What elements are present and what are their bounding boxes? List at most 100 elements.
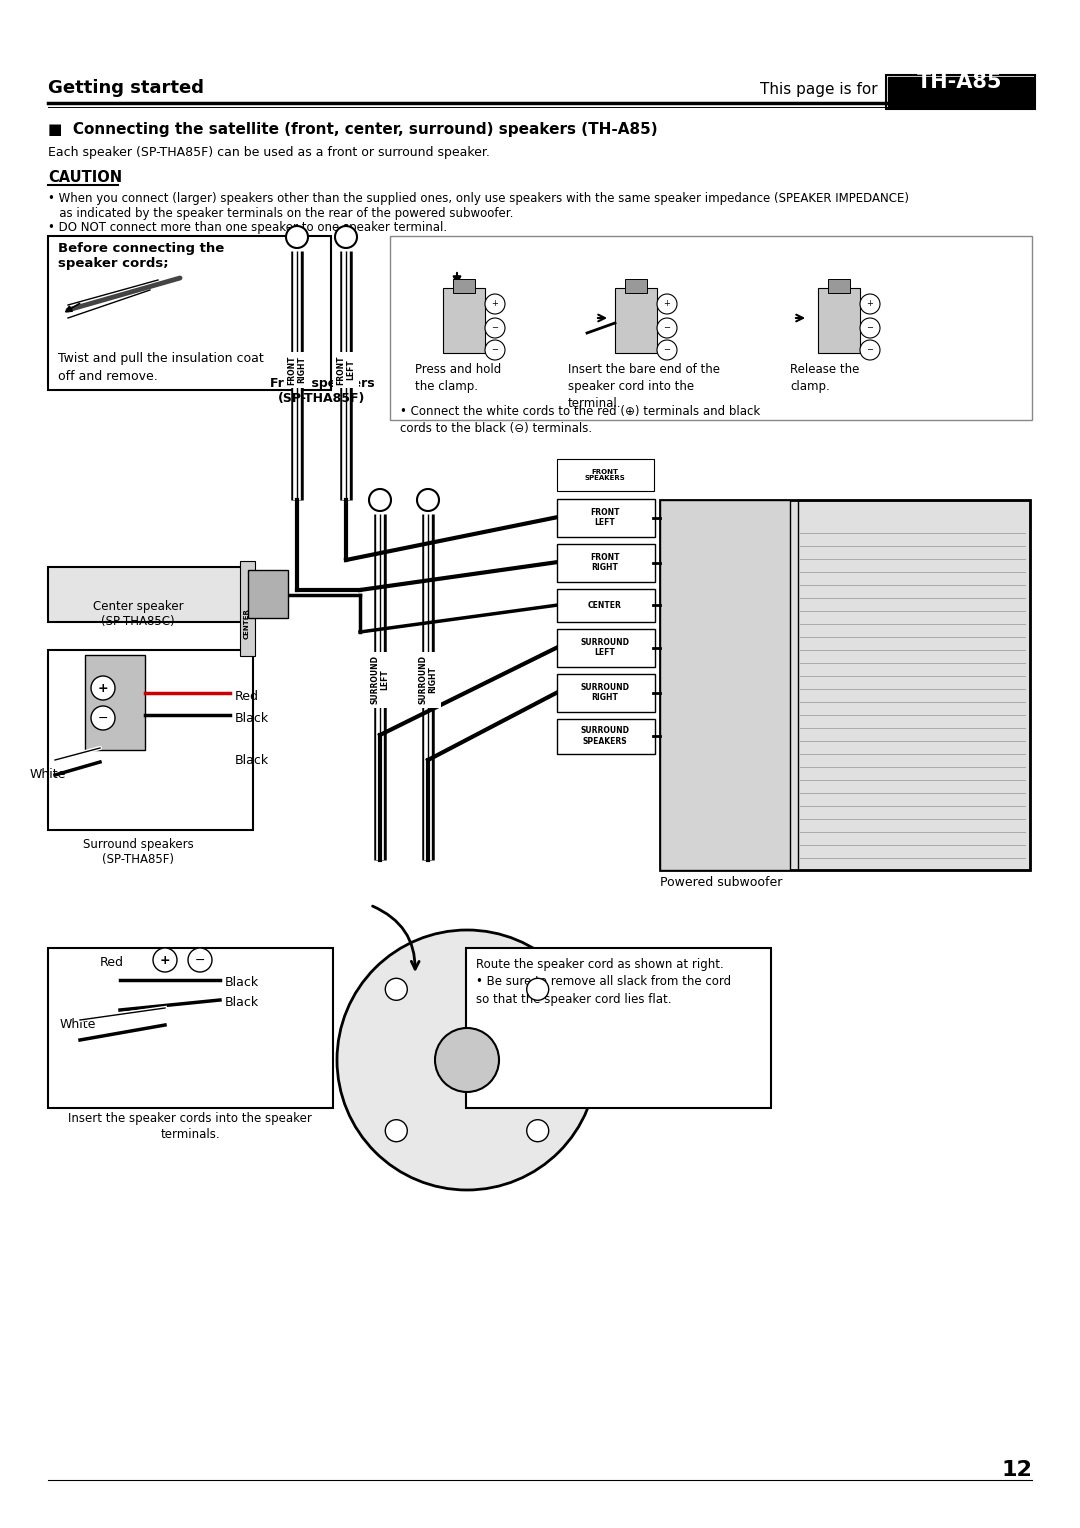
Text: −: −: [491, 324, 499, 333]
Text: Route the speaker cord as shown at right.: Route the speaker cord as shown at right…: [476, 958, 724, 970]
Circle shape: [485, 293, 505, 313]
Bar: [48, 567, 253, 622]
Text: Black: Black: [235, 712, 269, 726]
Circle shape: [91, 675, 114, 700]
Circle shape: [860, 293, 880, 313]
Text: Center speaker
(SP-THA85C): Center speaker (SP-THA85C): [93, 601, 184, 628]
Bar: [625, 280, 647, 293]
FancyBboxPatch shape: [556, 498, 654, 536]
FancyBboxPatch shape: [557, 458, 654, 490]
Bar: [465, 947, 771, 1108]
Text: Insert the speaker cords into the speaker: Insert the speaker cords into the speake…: [68, 1112, 312, 1125]
Text: SURROUND
RIGHT: SURROUND RIGHT: [418, 656, 437, 704]
Text: Getting started: Getting started: [48, 79, 204, 96]
Text: White: White: [30, 769, 66, 781]
Text: FRONT
RIGHT: FRONT RIGHT: [287, 354, 307, 385]
Bar: [48, 235, 330, 390]
Text: Press and hold
the clamp.: Press and hold the clamp.: [415, 364, 501, 393]
Text: White: White: [60, 1019, 96, 1031]
Bar: [660, 500, 789, 869]
Text: 12: 12: [1001, 1459, 1032, 1481]
Bar: [828, 280, 850, 293]
Text: • Be sure to remove all slack from the cord
so that the speaker cord lies flat.: • Be sure to remove all slack from the c…: [476, 975, 731, 1005]
Bar: [818, 287, 860, 353]
Text: Black: Black: [225, 976, 259, 990]
Text: Release the
clamp.: Release the clamp.: [789, 364, 860, 393]
Text: Black: Black: [225, 996, 259, 1010]
Circle shape: [286, 226, 308, 248]
Text: Each speaker (SP-THA85F) can be used as a front or surround speaker.: Each speaker (SP-THA85F) can be used as …: [48, 147, 490, 159]
Text: Before connecting the: Before connecting the: [58, 241, 225, 255]
Text: SURROUND
LEFT: SURROUND LEFT: [370, 656, 390, 704]
Text: FRONT
LEFT: FRONT LEFT: [336, 354, 355, 385]
Text: Powered subwoofer: Powered subwoofer: [660, 876, 782, 889]
Bar: [443, 287, 485, 353]
Text: −: −: [194, 953, 205, 967]
Text: +: +: [663, 299, 671, 309]
FancyBboxPatch shape: [556, 718, 654, 753]
Text: as indicated by the speaker terminals on the rear of the powered subwoofer.: as indicated by the speaker terminals on…: [48, 206, 513, 220]
Circle shape: [657, 341, 677, 361]
Circle shape: [485, 318, 505, 338]
Text: −: −: [663, 345, 671, 354]
Bar: [248, 570, 288, 617]
Text: Twist and pull the insulation coat
off and remove.: Twist and pull the insulation coat off a…: [58, 351, 264, 384]
Circle shape: [335, 226, 357, 248]
FancyBboxPatch shape: [556, 628, 654, 666]
Text: −: −: [866, 324, 874, 333]
Text: Front speakers
(SP-THA85F): Front speakers (SP-THA85F): [270, 377, 375, 405]
Text: • When you connect (larger) speakers other than the supplied ones, only use spea: • When you connect (larger) speakers oth…: [48, 193, 909, 205]
Text: ■  Connecting the satellite (front, center, surround) speakers (TH-A85): ■ Connecting the satellite (front, cente…: [48, 122, 658, 138]
Bar: [886, 75, 1035, 108]
Bar: [615, 287, 657, 353]
Circle shape: [91, 706, 114, 730]
Text: −: −: [866, 345, 874, 354]
Circle shape: [417, 489, 438, 510]
Text: +: +: [491, 299, 499, 309]
Text: FRONT
LEFT: FRONT LEFT: [591, 507, 620, 527]
Circle shape: [527, 1120, 549, 1141]
Text: • Connect the white cords to the red (⊕) terminals and black
cords to the black : • Connect the white cords to the red (⊕)…: [400, 405, 760, 435]
Circle shape: [485, 341, 505, 361]
Bar: [660, 500, 1030, 869]
Text: Black: Black: [235, 753, 269, 767]
Text: TH-A85: TH-A85: [917, 72, 1002, 92]
Text: SURROUND
SPEAKERS: SURROUND SPEAKERS: [581, 726, 630, 746]
Text: • DO NOT connect more than one speaker to one speaker terminal.: • DO NOT connect more than one speaker t…: [48, 222, 447, 234]
Text: +: +: [97, 681, 108, 695]
Circle shape: [527, 978, 549, 1001]
Bar: [453, 280, 475, 293]
Text: −: −: [98, 712, 108, 724]
Bar: [798, 500, 1030, 869]
Circle shape: [386, 978, 407, 1001]
Text: SURROUND
RIGHT: SURROUND RIGHT: [581, 683, 630, 703]
Text: terminals.: terminals.: [160, 1128, 220, 1141]
Text: Red: Red: [235, 691, 259, 703]
FancyBboxPatch shape: [556, 544, 654, 582]
Text: −: −: [663, 324, 671, 333]
Text: +: +: [160, 953, 171, 967]
Text: +: +: [866, 299, 874, 309]
Bar: [240, 561, 255, 656]
Circle shape: [860, 341, 880, 361]
FancyBboxPatch shape: [556, 674, 654, 712]
Text: Red: Red: [100, 957, 124, 969]
Text: speaker cords;: speaker cords;: [58, 257, 168, 270]
Circle shape: [188, 947, 212, 972]
Text: Insert the bare end of the
speaker cord into the
terminal.: Insert the bare end of the speaker cord …: [568, 364, 720, 410]
Bar: [390, 235, 1032, 420]
Text: Surround speakers
(SP-THA85F): Surround speakers (SP-THA85F): [83, 837, 193, 866]
FancyBboxPatch shape: [556, 588, 654, 622]
Text: CENTER: CENTER: [589, 601, 622, 610]
Text: FRONT
SPEAKERS: FRONT SPEAKERS: [584, 469, 625, 481]
Bar: [48, 649, 253, 830]
Circle shape: [386, 1120, 407, 1141]
Text: −: −: [491, 345, 499, 354]
Circle shape: [657, 293, 677, 313]
Text: SURROUND
LEFT: SURROUND LEFT: [581, 637, 630, 657]
Circle shape: [657, 318, 677, 338]
Bar: [48, 947, 333, 1108]
Text: This page is for: This page is for: [760, 83, 882, 96]
Circle shape: [337, 931, 597, 1190]
Circle shape: [435, 1028, 499, 1093]
